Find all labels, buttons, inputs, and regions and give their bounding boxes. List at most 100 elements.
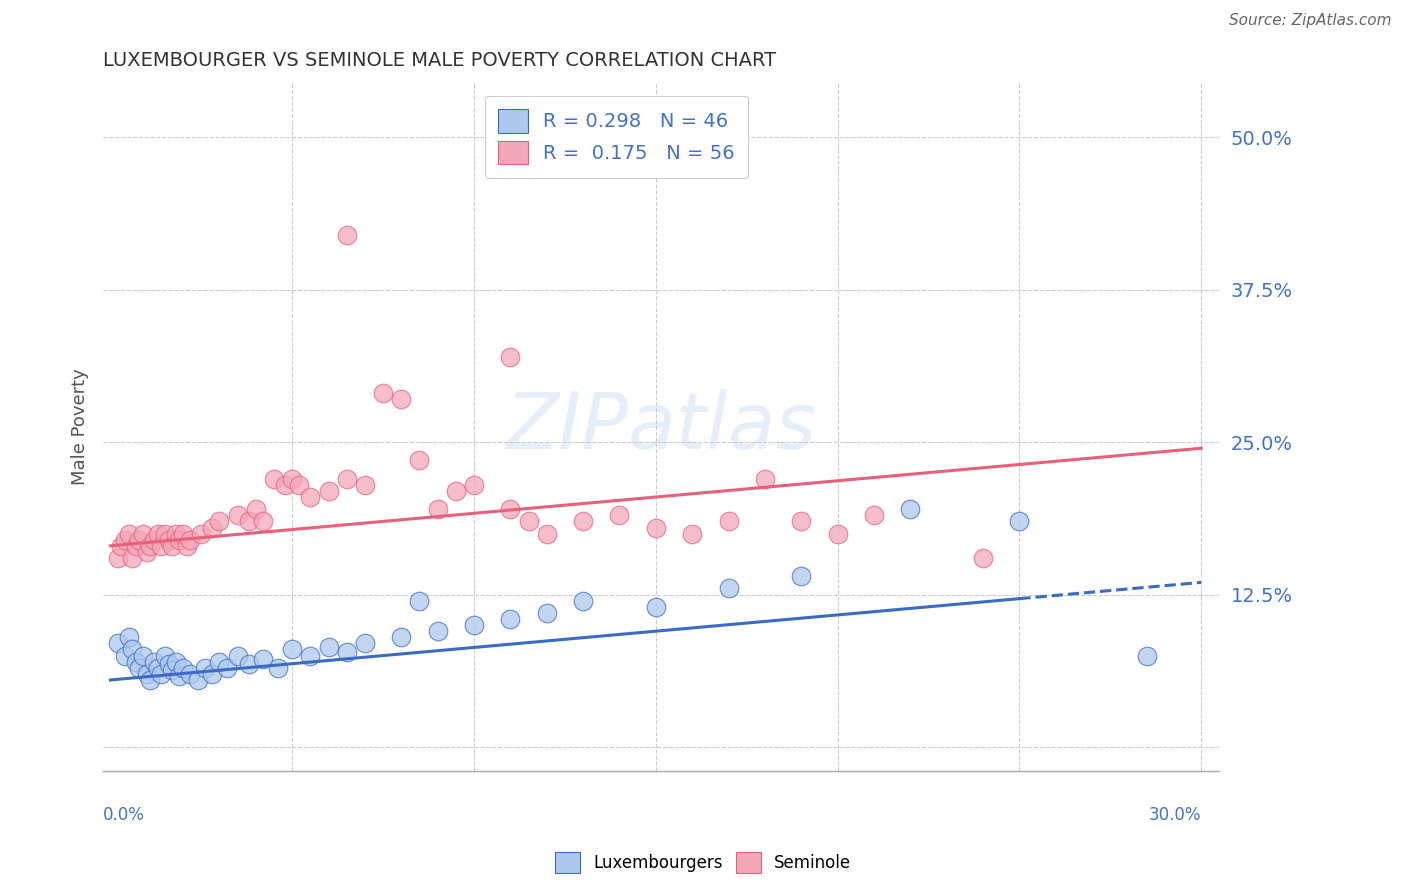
Text: ZIPatlas: ZIPatlas [506, 389, 817, 465]
Point [499, 350, 522, 364]
Point [389, 630, 412, 644]
Point [354, 478, 377, 492]
Point [238, 515, 260, 529]
Point [179, 533, 201, 547]
Point [172, 661, 194, 675]
Point [572, 515, 595, 529]
Text: 0.0%: 0.0% [103, 805, 145, 823]
Point [208, 655, 231, 669]
Point [150, 539, 173, 553]
Point [717, 582, 740, 596]
Point [408, 453, 430, 467]
Point [572, 593, 595, 607]
Point [252, 515, 274, 529]
Point [717, 515, 740, 529]
Point [536, 606, 558, 620]
Point [187, 673, 209, 687]
Point [499, 502, 522, 516]
Point [444, 483, 467, 498]
Text: 30.0%: 30.0% [1149, 805, 1201, 823]
Point [125, 539, 148, 553]
Point [107, 636, 129, 650]
Point [201, 520, 224, 534]
Point [146, 526, 169, 541]
Point [863, 508, 886, 523]
Point [336, 472, 359, 486]
Point [281, 472, 304, 486]
Point [125, 655, 148, 669]
Text: LUXEMBOURGER VS SEMINOLE MALE POVERTY CORRELATION CHART: LUXEMBOURGER VS SEMINOLE MALE POVERTY CO… [103, 51, 776, 70]
Point [176, 539, 198, 553]
Point [644, 599, 666, 614]
Point [245, 502, 267, 516]
Point [194, 661, 217, 675]
Point [299, 648, 322, 663]
Point [128, 533, 150, 547]
Point [463, 618, 485, 632]
Point [114, 533, 136, 547]
Point [827, 526, 849, 541]
Point [536, 526, 558, 541]
Point [179, 666, 201, 681]
Point [288, 478, 311, 492]
Point [165, 655, 187, 669]
Point [132, 648, 155, 663]
Point [389, 392, 412, 407]
Point [160, 539, 183, 553]
Point [165, 526, 187, 541]
Point [266, 661, 288, 675]
Point [972, 551, 994, 566]
Point [790, 515, 813, 529]
Point [318, 483, 340, 498]
Point [107, 551, 129, 566]
Point [263, 472, 285, 486]
Point [135, 666, 157, 681]
Point [318, 640, 340, 654]
Point [208, 515, 231, 529]
Point [517, 515, 540, 529]
Point [190, 526, 212, 541]
Legend: Luxembourgers, Seminole: Luxembourgers, Seminole [548, 846, 858, 880]
Point [121, 642, 143, 657]
Point [150, 666, 173, 681]
Point [426, 502, 449, 516]
Text: Source: ZipAtlas.com: Source: ZipAtlas.com [1229, 13, 1392, 29]
Point [114, 648, 136, 663]
Point [898, 502, 921, 516]
Y-axis label: Male Poverty: Male Poverty [72, 368, 89, 485]
Point [160, 663, 183, 677]
Point [169, 669, 191, 683]
Point [408, 593, 430, 607]
Point [354, 636, 377, 650]
Point [157, 657, 180, 672]
Point [169, 533, 191, 547]
Point [157, 533, 180, 547]
Point [226, 508, 249, 523]
Point [172, 526, 194, 541]
Point [463, 478, 485, 492]
Point [371, 386, 394, 401]
Point [153, 648, 176, 663]
Point [117, 630, 139, 644]
Point [274, 478, 297, 492]
Point [499, 612, 522, 626]
Point [1008, 515, 1031, 529]
Point [609, 508, 631, 523]
Point [644, 520, 666, 534]
Point [336, 645, 359, 659]
Point [110, 539, 132, 553]
Point [143, 655, 166, 669]
Point [336, 227, 359, 242]
Point [1136, 648, 1159, 663]
Point [143, 533, 166, 547]
Point [139, 539, 162, 553]
Point [754, 472, 776, 486]
Point [132, 526, 155, 541]
Point [117, 526, 139, 541]
Point [299, 490, 322, 504]
Point [281, 642, 304, 657]
Point [426, 624, 449, 639]
Point [139, 673, 162, 687]
Point [153, 526, 176, 541]
Point [128, 661, 150, 675]
